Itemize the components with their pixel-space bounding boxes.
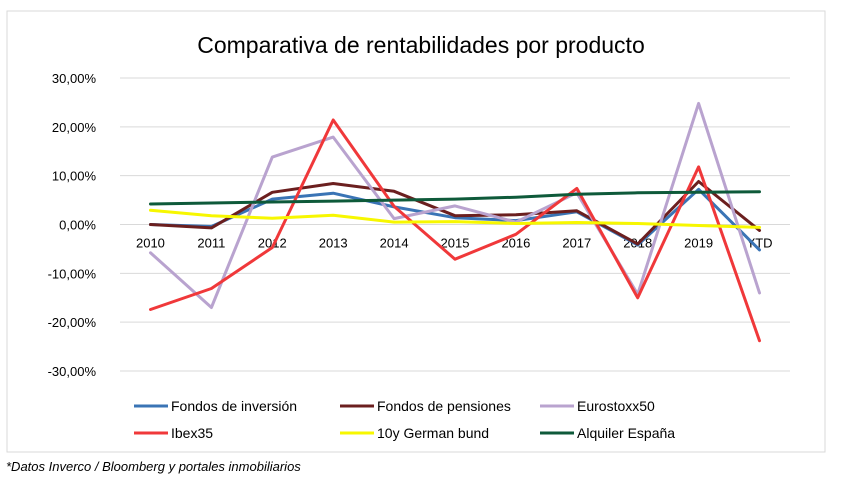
x-tick-label: 2012	[258, 236, 287, 251]
x-tick-label: 2010	[136, 236, 165, 251]
footnote: *Datos Inverco / Bloomberg y portales in…	[6, 459, 301, 474]
x-axis-ticks: 2010 2011 2012 2013 2014 2015 2016 2017 2018 2019…	[136, 236, 773, 251]
x-tick-label: 2015	[441, 236, 470, 251]
x-tick-label: YTD	[747, 236, 773, 251]
series-line-6	[149, 190, 761, 206]
x-tick-label: 2019	[684, 236, 713, 251]
y-tick-label: 10,00%	[52, 169, 97, 184]
y-tick-label: 20,00%	[52, 120, 97, 135]
chart-border	[6, 10, 826, 453]
y-tick-label: -30,00%	[48, 364, 97, 379]
x-tick-label: 2017	[562, 236, 591, 251]
chart-title: Comparativa de rentabilidades por produc…	[197, 32, 645, 58]
x-tick-label: 2016	[501, 236, 530, 251]
x-tick-label: 2013	[319, 236, 348, 251]
series-line-4	[149, 118, 761, 343]
y-axis-ticks: 30,00% 20,00% 10,00% 0,00% -10,00% -20,00% -30…	[48, 71, 97, 379]
legend: Fondos de inversión Fondos de pensiones Eu…	[134, 398, 675, 441]
y-tick-label: 30,00%	[52, 71, 97, 86]
series-lines	[149, 101, 761, 343]
legend-label: Eurostoxx50	[577, 398, 655, 414]
y-tick-label: 0,00%	[59, 218, 96, 233]
y-tick-label: -20,00%	[48, 315, 97, 330]
legend-label: Fondos de inversión	[171, 398, 297, 414]
legend-label: Ibex35	[171, 425, 213, 441]
y-tick-label: -10,00%	[48, 266, 97, 281]
series-line-3	[149, 101, 761, 309]
legend-label: Fondos de pensiones	[377, 398, 511, 414]
legend-label: Alquiler España	[577, 425, 675, 441]
series-line-5	[149, 208, 761, 229]
x-tick-label: 2011	[197, 236, 225, 251]
legend-label: 10y German bund	[377, 425, 489, 441]
x-tick-label: 2014	[380, 236, 409, 251]
